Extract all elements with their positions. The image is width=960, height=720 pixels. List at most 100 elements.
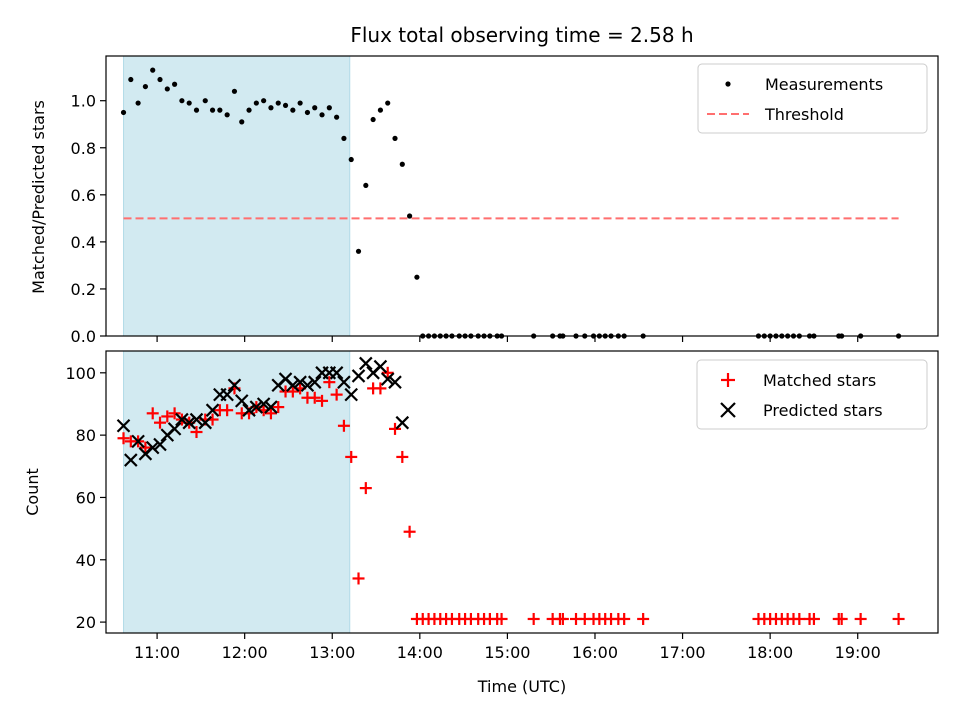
matched-point-27: [316, 394, 329, 407]
measurement-point-37: [392, 135, 398, 141]
measurement-point-14: [224, 112, 230, 118]
legend-measurements-marker: [725, 81, 731, 87]
matched-point-10: [190, 426, 203, 439]
predicted-point-10: [189, 412, 204, 427]
matched-point-28: [323, 376, 336, 389]
predicted-point-8: [175, 412, 189, 427]
top-y-tick-label-3: 0.6: [71, 186, 96, 205]
matched-point-21: [272, 401, 285, 414]
predicted-point-5: [153, 437, 167, 452]
measurement-point-16: [239, 119, 245, 125]
predicted-point-17: [242, 403, 256, 417]
bottom-y-tick-label-4: 100: [65, 364, 96, 383]
bottom-axes-frame: [105, 350, 939, 634]
measurement-point-32: [355, 248, 362, 254]
matched-point-4: [146, 407, 159, 420]
measurement-point-22: [282, 102, 289, 109]
measurement-point-3: [142, 83, 149, 90]
bottom-y-tick-label-3: 80: [76, 426, 96, 445]
measurement-point-34: [370, 116, 376, 123]
predicted-point-18: [249, 400, 264, 414]
top-y-tick-label-0: 0.0: [71, 327, 96, 346]
legend-matched-label: Matched stars: [763, 371, 876, 390]
top-axes-frame: [105, 55, 939, 337]
predicted-stars-series: [116, 356, 410, 467]
measurement-point-4: [150, 67, 156, 73]
measurement-point-12: [209, 107, 216, 113]
x-tick-label-7: 18:00: [747, 643, 793, 662]
bottom-legend-box: [696, 359, 928, 430]
matched-point-5: [154, 416, 167, 429]
predicted-point-4: [145, 440, 160, 455]
matched-point-37: [389, 422, 402, 435]
predicted-point-20: [264, 400, 278, 414]
legend-predicted-marker: [720, 402, 736, 418]
measurement-point-28: [326, 105, 332, 111]
matched-point-32: [352, 572, 365, 585]
x-tick-label-5: 16:00: [572, 643, 618, 662]
measurement-point-10: [193, 107, 200, 113]
x-tick-label-6: 17:00: [660, 643, 706, 662]
bottom-y-axis-label: Count: [23, 468, 42, 516]
matched-point-39: [403, 525, 416, 538]
x-tick-label-1: 12:00: [222, 643, 268, 662]
measurement-point-6: [164, 86, 170, 92]
predicted-point-19: [256, 397, 271, 411]
measurement-point-1: [128, 76, 134, 83]
measurement-point-25: [304, 109, 311, 116]
matched-point-29: [330, 388, 343, 401]
predicted-point-0: [116, 419, 131, 433]
predicted-point-2: [131, 434, 145, 449]
matched-point-23: [286, 385, 299, 398]
top-shaded-interval: [123, 55, 351, 337]
predicted-point-35: [373, 359, 388, 374]
predicted-point-26: [307, 375, 322, 389]
measurement-point-0: [120, 109, 127, 116]
measurement-point-36: [385, 100, 391, 106]
legend-measurements-label: Measurements: [765, 75, 883, 94]
top-panel: 0.0 0.2 0.4 0.6 0.8 1.0 Matched/Predicted sta…: [29, 55, 939, 346]
bottom-x-ticks: 11:00 12:00 13:00 14:00 15:00 16:00 17:00 18:00…: [134, 633, 881, 662]
measurements-series: [120, 67, 902, 339]
bottom-y-tick-label-1: 40: [76, 551, 96, 570]
measurement-point-17: [246, 107, 252, 113]
predicted-point-38: [395, 415, 410, 430]
bottom-y-tick-label-2: 60: [76, 488, 96, 507]
matched-point-14: [221, 404, 234, 417]
top-legend-box: [697, 63, 928, 134]
measurement-point-13: [217, 107, 223, 113]
matched-point-58: [556, 612, 569, 625]
predicted-point-7: [167, 422, 182, 436]
predicted-point-16: [234, 394, 249, 408]
top-y-axis-label: Matched/Predicted stars: [29, 100, 48, 294]
top-y-tick-label-1: 0.2: [71, 280, 96, 299]
predicted-point-37: [388, 375, 402, 389]
matched-point-33: [359, 482, 372, 495]
predicted-point-29: [329, 366, 344, 380]
measurement-point-20: [268, 105, 274, 111]
matched-point-30: [337, 419, 350, 432]
bottom-y-tick-label-0: 20: [76, 613, 96, 632]
predicted-point-31: [344, 387, 358, 402]
matched-point-26: [308, 391, 321, 404]
measurement-point-31: [348, 156, 354, 163]
measurement-point-26: [312, 105, 318, 111]
predicted-point-1: [124, 453, 138, 467]
matched-point-80: [854, 612, 867, 625]
top-y-ticks: 0.0 0.2 0.4 0.6 0.8 1.0: [71, 92, 106, 346]
predicted-point-25: [300, 378, 315, 393]
legend-matched-marker: [721, 373, 735, 387]
matched-point-55: [527, 612, 540, 625]
matched-point-35: [374, 382, 387, 395]
x-tick-label-3: 14:00: [397, 643, 443, 662]
matched-point-81: [892, 612, 905, 625]
bottom-panel: 11:00 12:00 13:00 14:00 15:00 16:00 17:00 18:00…: [23, 350, 939, 696]
x-tick-label-0: 11:00: [134, 643, 180, 662]
matched-point-3: [139, 441, 152, 454]
matched-point-67: [637, 612, 650, 625]
measurement-point-33: [363, 182, 369, 189]
x-tick-label-2: 13:00: [309, 643, 355, 662]
measurement-point-18: [253, 100, 259, 106]
figure-title: Flux total observing time = 2.58 h: [350, 23, 693, 47]
